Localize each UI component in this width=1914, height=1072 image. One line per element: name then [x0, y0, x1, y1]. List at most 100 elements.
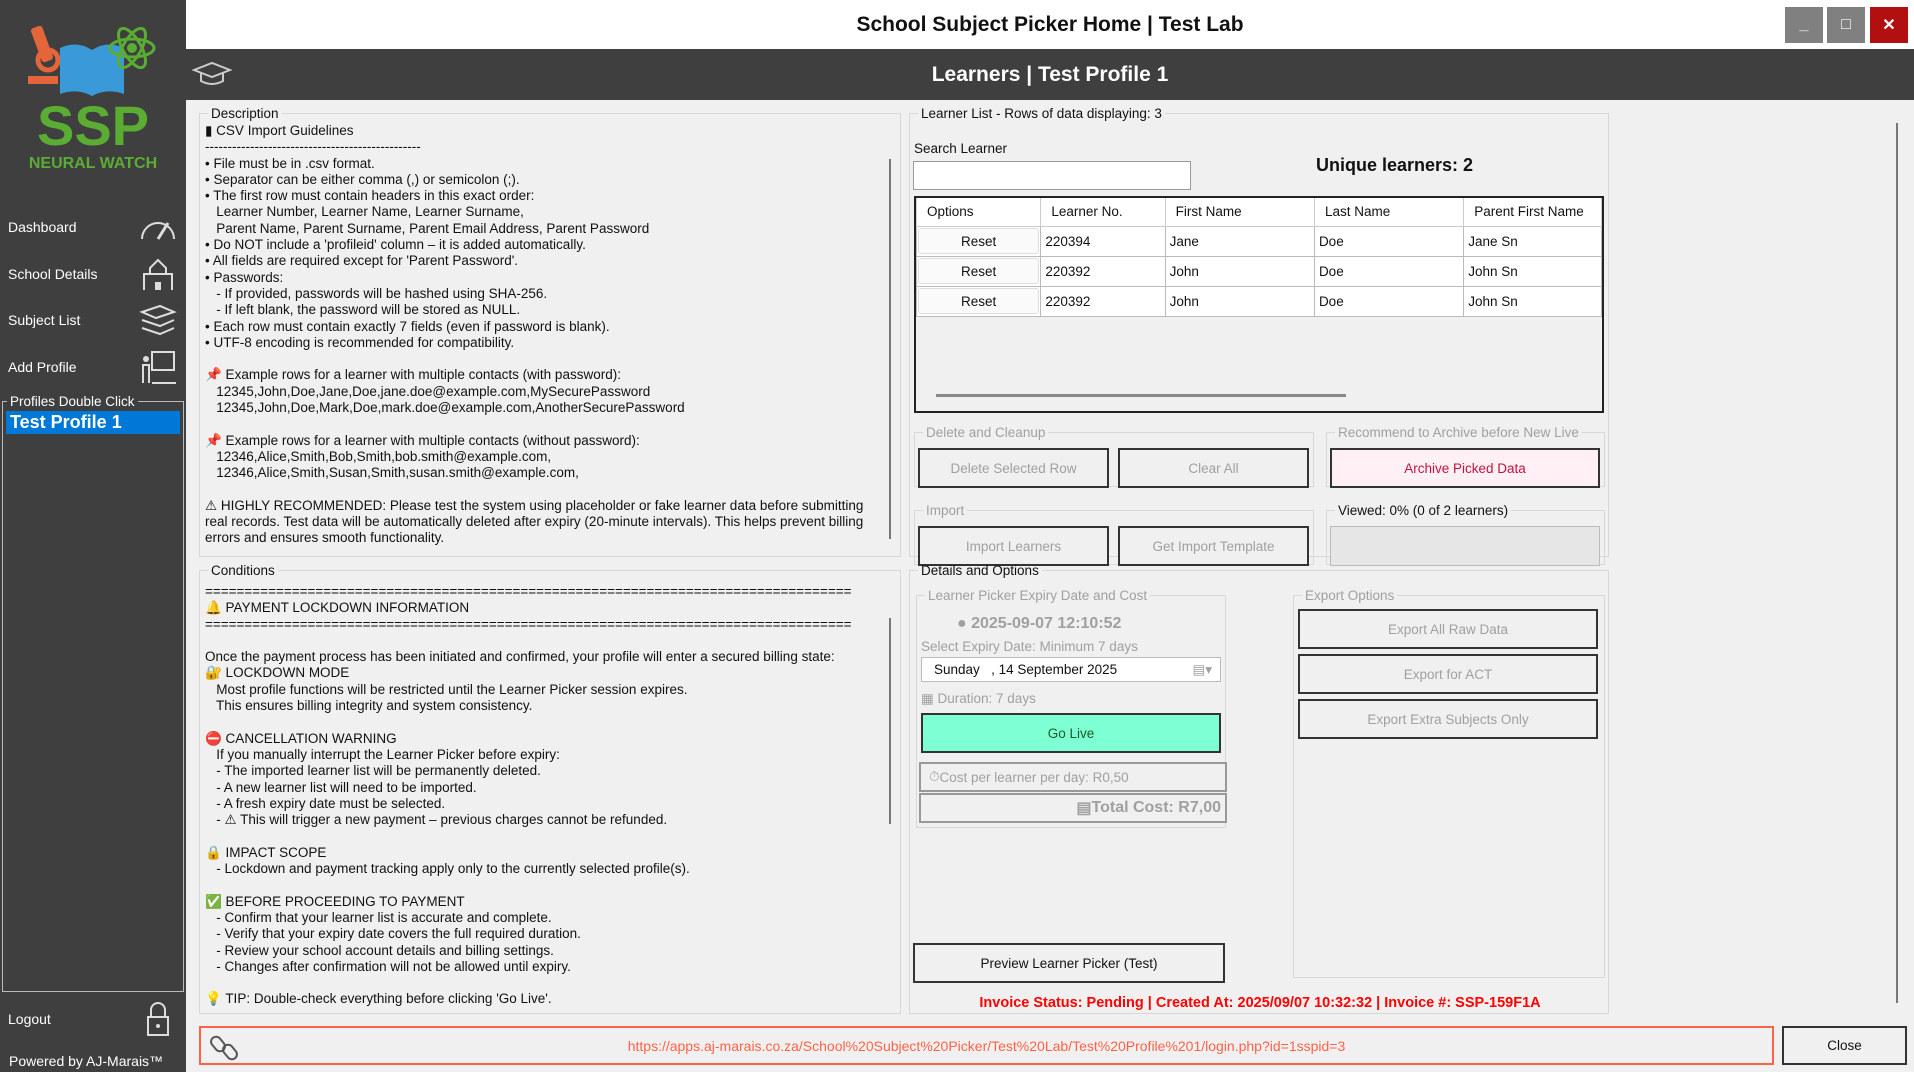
- conditions-scrollbar[interactable]: [889, 618, 891, 824]
- maximize-button[interactable]: □: [1827, 7, 1865, 43]
- profiles-label: Profiles Double Click: [10, 394, 135, 409]
- books-icon: [139, 304, 177, 336]
- conditions-line: - ⚠ This will trigger a new payment – pr…: [205, 812, 668, 828]
- description-line: [205, 416, 863, 432]
- viewed-legend: Viewed: 0% (0 of 2 learners): [1338, 503, 1509, 518]
- globe-icon: ●: [957, 615, 972, 632]
- current-datetime: ● 2025-09-07 12:10:52: [957, 615, 1121, 633]
- description-line: 12345,John,Doe,Jane,Doe,jane.doe@example…: [205, 383, 651, 399]
- logout-button[interactable]: Logout: [0, 999, 186, 1039]
- expiry-group: Learner Picker Expiry Date and Cost ● 20…: [916, 588, 1227, 828]
- school-icon: [143, 258, 173, 290]
- profile-url-link[interactable]: https://apps.aj-marais.co.za/School%20Su…: [627, 1037, 1346, 1054]
- conditions-line: [205, 975, 851, 991]
- calendar-dropdown-icon[interactable]: ▤▾: [1192, 661, 1212, 677]
- column-header[interactable]: Last Name: [1313, 198, 1465, 227]
- viewed-progress-bar: [1330, 526, 1600, 566]
- search-learner-input[interactable]: [913, 161, 1191, 190]
- sidebar-item-subject-list[interactable]: Subject List: [0, 300, 186, 340]
- description-line: • File must be in .csv format.: [205, 155, 375, 171]
- column-header[interactable]: Learner No.: [1040, 198, 1166, 227]
- sidebar-item-school-details[interactable]: School Details: [0, 254, 186, 294]
- conditions-line: - Confirm that your learner list is accu…: [205, 909, 552, 925]
- description-line: • All fields are required except for 'Pa…: [205, 253, 519, 269]
- profiles-group: Profiles Double Click Test Profile 1: [2, 394, 184, 992]
- reset-button[interactable]: Reset: [918, 258, 1040, 284]
- logo-text: SSP: [36, 94, 150, 157]
- import-learners-button[interactable]: Import Learners: [918, 526, 1109, 566]
- minimize-button[interactable]: _: [1785, 7, 1823, 43]
- link-icon[interactable]: [209, 1032, 241, 1062]
- reset-button[interactable]: Reset: [918, 228, 1040, 254]
- receipt-icon: ▤: [1076, 800, 1092, 817]
- description-line: • The first row must contain headers in …: [205, 188, 535, 204]
- conditions-line: ========================================…: [205, 584, 852, 599]
- sidebar-item-dashboard[interactable]: Dashboard: [0, 207, 186, 247]
- unique-learners-count: Unique learners: 2: [1316, 155, 1474, 175]
- conditions-line: ========================================…: [205, 616, 852, 632]
- archive-picked-data-button[interactable]: Archive Picked Data: [1330, 448, 1600, 488]
- import-legend: Import: [926, 503, 965, 518]
- export-extra-subjects-button[interactable]: Export Extra Subjects Only: [1298, 699, 1598, 739]
- expiry-legend: Learner Picker Expiry Date and Cost: [928, 588, 1148, 603]
- duration: ▦ Duration: 7 days: [921, 691, 1036, 707]
- clear-all-button[interactable]: Clear All: [1118, 448, 1309, 488]
- invoice-status: Invoice Status: Pending | Created At: 20…: [979, 995, 1541, 1011]
- options-cell: Reset: [916, 255, 1042, 287]
- get-import-template-button[interactable]: Get Import Template: [1118, 526, 1309, 566]
- lock-icon: [147, 1002, 169, 1036]
- conditions-line: 💡 TIP: Double-check everything before cl…: [205, 991, 552, 1007]
- description-line: • Separator can be either comma (,) or s…: [205, 171, 520, 187]
- cost-per-value: Cost per learner per day: R0,50: [939, 769, 1129, 785]
- close-button[interactable]: Close: [1782, 1026, 1907, 1065]
- description-line: - If provided, passwords will be hashed …: [205, 285, 548, 301]
- logo-icon: [28, 25, 156, 96]
- learner-table: Options Learner No. First Name Last Name Par…: [914, 196, 1604, 413]
- table-cell: 220392: [1040, 285, 1166, 317]
- description-line: [205, 351, 863, 367]
- conditions-line: - A new learner list will need to be imp…: [205, 779, 477, 795]
- table-cell: 220394: [1040, 225, 1166, 257]
- description-line: 📌 Example rows for a learner with multip…: [205, 432, 640, 448]
- description-text: ▮ CSV Import Guidelines -----------------…: [205, 123, 863, 547]
- export-for-act-button[interactable]: Export for ACT: [1298, 654, 1598, 694]
- total-cost: ▤ Total Cost: R7,00: [919, 793, 1227, 823]
- conditions-line: - A fresh expiry date must be selected.: [205, 795, 446, 811]
- export-all-raw-data-button[interactable]: Export All Raw Data: [1298, 609, 1598, 649]
- description-line: ----------------------------------------…: [205, 139, 421, 155]
- sidebar: SSP NEURAL WATCH Dashboard School Detail…: [0, 0, 186, 1072]
- description-scrollbar[interactable]: [889, 159, 891, 539]
- description-line: ⚠ HIGHLY RECOMMENDED: Please test the sy…: [205, 497, 864, 513]
- preview-learner-picker-button[interactable]: Preview Learner Picker (Test): [913, 943, 1225, 983]
- profile-item[interactable]: Test Profile 1: [6, 411, 180, 434]
- conditions-line: 🔔 PAYMENT LOCKDOWN INFORMATION: [205, 600, 470, 616]
- column-header[interactable]: Parent First Name: [1463, 198, 1602, 227]
- reset-button[interactable]: Reset: [918, 288, 1040, 314]
- export-legend: Export Options: [1305, 588, 1395, 603]
- delete-selected-row-button[interactable]: Delete Selected Row: [918, 448, 1109, 488]
- conditions-line: ⛔ CANCELLATION WARNING: [205, 730, 397, 746]
- main-scrollbar[interactable]: [1896, 123, 1898, 1003]
- conditions-line: [205, 877, 851, 893]
- horizontal-scrollbar[interactable]: [936, 394, 1346, 397]
- window-title: School Subject Picker Home | Test Lab: [856, 12, 1244, 36]
- table-cell: 220392: [1040, 255, 1166, 287]
- table-cell: John Sn: [1463, 285, 1602, 317]
- archive-legend: Recommend to Archive before New Live: [1338, 425, 1579, 440]
- table-row[interactable]: Reset 220392 John Doe John Sn: [916, 255, 1602, 287]
- column-header[interactable]: First Name: [1164, 198, 1315, 227]
- column-header[interactable]: Options: [916, 198, 1042, 227]
- expiry-date-picker[interactable]: Sunday , 14 September 2025 ▤▾: [921, 657, 1221, 682]
- export-group: Export Options Export All Raw Data Expor…: [1293, 588, 1605, 978]
- teacher-icon: [142, 351, 176, 384]
- table-cell: Doe: [1313, 255, 1465, 287]
- sidebar-item-add-profile[interactable]: Add Profile: [0, 347, 186, 387]
- go-live-button[interactable]: Go Live: [921, 713, 1221, 753]
- sidebar-item-label: Dashboard: [8, 219, 77, 235]
- close-window-button[interactable]: ✕: [1870, 7, 1908, 43]
- date-day: Sunday: [934, 662, 980, 677]
- table-row[interactable]: Reset 220394 Jane Doe Jane Sn: [916, 225, 1602, 257]
- table-row[interactable]: Reset 220392 John Doe John Sn: [916, 285, 1602, 317]
- powered-by: Powered by AJ-Marais™: [9, 1053, 164, 1069]
- description-line: [205, 482, 863, 498]
